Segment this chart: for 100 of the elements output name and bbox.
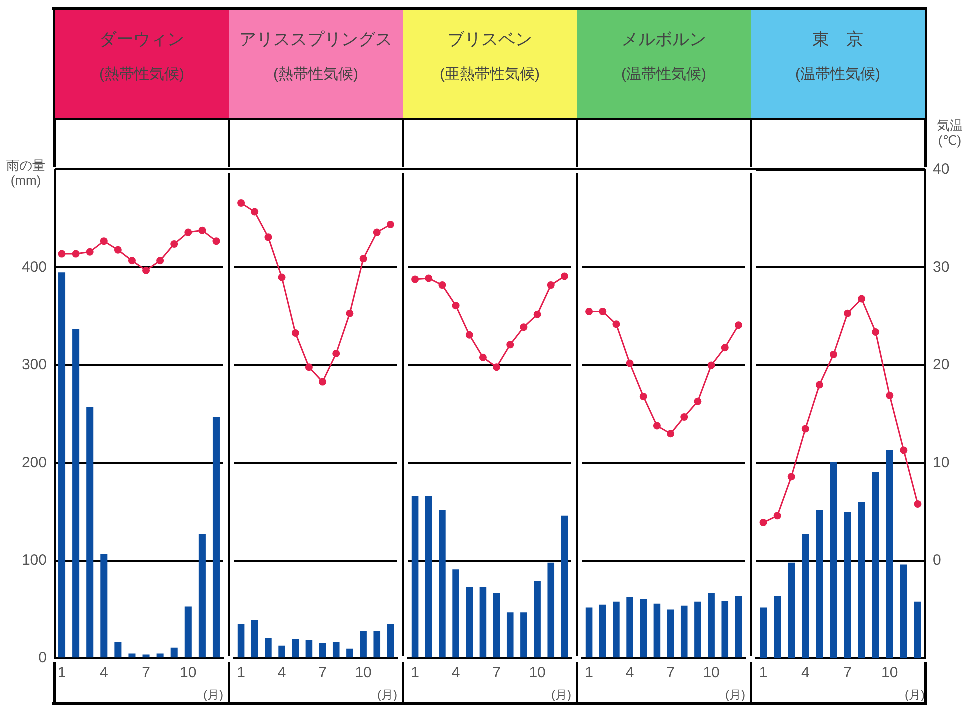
bar — [58, 272, 66, 658]
x-tick-label: 4 — [801, 664, 810, 682]
bar — [626, 597, 634, 658]
x-tick-label: 7 — [318, 664, 327, 682]
point — [425, 274, 433, 282]
bar — [319, 642, 326, 658]
point — [319, 378, 327, 386]
bar — [198, 534, 206, 658]
x-tick-label: 10 — [529, 664, 546, 682]
point — [886, 392, 894, 400]
x-tick-label: 1 — [411, 664, 420, 682]
bar — [667, 610, 674, 658]
x-tick-label: 4 — [278, 664, 286, 682]
chart-title: 東 京 — [812, 29, 864, 51]
point — [680, 413, 688, 421]
bar — [520, 612, 528, 658]
x-tick-label: 1 — [585, 664, 594, 682]
point — [844, 310, 852, 318]
bar — [156, 654, 164, 658]
bar — [184, 606, 192, 658]
bar — [292, 639, 300, 658]
bar — [142, 654, 150, 658]
point — [58, 250, 66, 258]
point — [184, 228, 192, 236]
bar — [72, 329, 80, 658]
y-axis-title: 雨の量(mm) — [6, 158, 46, 188]
bar — [900, 564, 908, 659]
point — [667, 430, 675, 438]
chart-subtitle: (熱帯性気候) — [272, 65, 360, 84]
chart-subtitle: (温帯性気候) — [620, 65, 708, 84]
x-tick-label: 7 — [492, 664, 501, 682]
bar — [802, 534, 810, 659]
point — [251, 208, 259, 216]
chart-title: アリススプリングス — [238, 29, 394, 51]
point — [626, 360, 634, 368]
bar — [86, 407, 94, 658]
x-tick-label: 10 — [882, 664, 898, 682]
point — [373, 228, 381, 236]
y-tick-label: 400 — [22, 258, 47, 276]
point — [278, 274, 286, 282]
point — [114, 246, 122, 254]
x-tick-label: 10 — [180, 664, 197, 682]
bar — [128, 654, 136, 658]
point — [493, 364, 501, 372]
point — [86, 248, 94, 256]
point — [346, 310, 354, 318]
point — [332, 350, 340, 358]
point — [774, 512, 782, 520]
chart-subtitle: (亜熱帯性気候) — [439, 65, 541, 84]
bar — [680, 606, 688, 658]
bar — [493, 593, 500, 658]
y2-tick-label: 10 — [933, 454, 950, 472]
x-tick-label: 10 — [355, 664, 372, 682]
bar — [760, 608, 768, 659]
bar — [640, 598, 648, 658]
bar — [872, 472, 880, 659]
chart-subtitle: (熱帯性気候) — [98, 65, 186, 84]
bar — [506, 612, 514, 658]
y-tick-label: 300 — [22, 356, 47, 374]
point — [734, 322, 742, 330]
bar — [100, 554, 108, 658]
chart-subtitle: (温帯性気候) — [794, 65, 882, 84]
bar — [816, 510, 824, 659]
bar — [425, 496, 432, 658]
bar — [599, 604, 606, 658]
bar — [278, 646, 286, 658]
bar — [613, 602, 620, 658]
x-tick-label: 1 — [759, 664, 768, 682]
bar — [452, 570, 460, 658]
x-tick-label: 1 — [58, 664, 66, 682]
point — [305, 364, 313, 372]
x-axis-title: (月) — [552, 688, 572, 702]
bar — [914, 602, 922, 659]
bar — [439, 510, 446, 658]
bar — [114, 642, 122, 658]
point — [586, 308, 594, 316]
bar — [360, 631, 367, 658]
x-tick-label: 7 — [142, 664, 150, 682]
bar — [265, 638, 272, 658]
bar — [694, 602, 702, 658]
bar — [561, 516, 568, 658]
x-axis-title: (月) — [204, 688, 224, 702]
bar — [830, 462, 838, 659]
bar — [788, 562, 796, 659]
y2-axis-title: 気温(℃) — [936, 118, 964, 148]
x-axis-title: (月) — [726, 688, 746, 702]
point — [802, 425, 810, 433]
bar — [548, 562, 555, 658]
point — [599, 308, 607, 316]
bar — [480, 587, 487, 658]
point — [170, 240, 178, 248]
bar — [774, 596, 782, 659]
bar — [238, 624, 245, 658]
y2-tick-label: 30 — [933, 258, 950, 276]
point — [830, 350, 838, 358]
point — [640, 392, 648, 400]
bar — [306, 640, 313, 658]
point — [858, 295, 866, 303]
y2-tick-label: 40 — [933, 161, 950, 178]
point — [386, 220, 394, 228]
